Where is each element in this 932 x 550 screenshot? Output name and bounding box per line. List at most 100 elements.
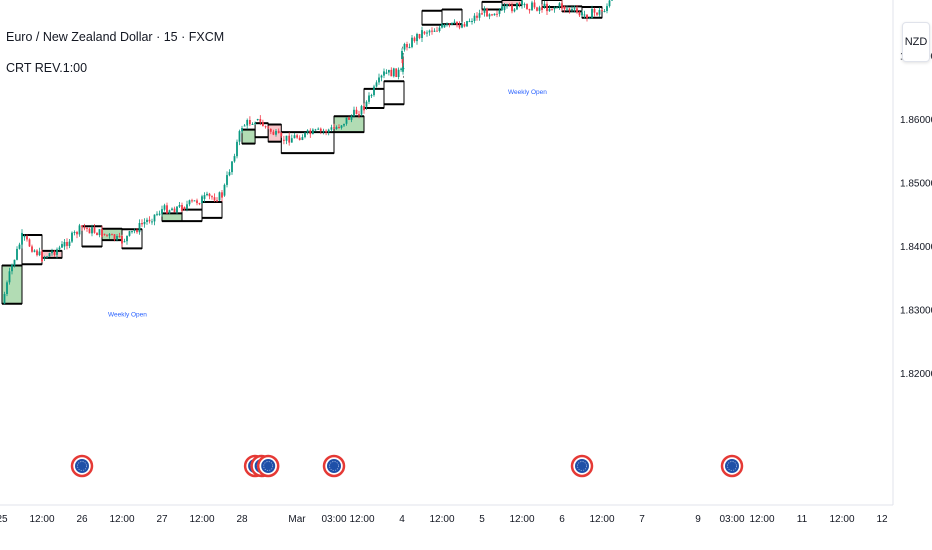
candle [108, 234, 111, 236]
crt-box[interactable] [201, 201, 223, 219]
crt-box[interactable] [421, 10, 443, 26]
crt-box[interactable] [181, 209, 203, 222]
time-tick-label: 12:00 [509, 514, 534, 525]
candle [390, 69, 393, 77]
candle [388, 69, 390, 73]
event-marker-core [575, 459, 589, 473]
crt-box[interactable] [241, 129, 256, 145]
candle [518, 3, 521, 5]
candle [408, 47, 411, 49]
candle [488, 14, 491, 17]
crt-box[interactable] [481, 1, 503, 10]
event-marker-core [725, 459, 739, 473]
candle [378, 77, 380, 83]
candle [553, 7, 556, 10]
candle [481, 13, 483, 15]
time-tick-label: 25 [0, 514, 8, 525]
candle [166, 205, 168, 214]
candle [433, 30, 436, 32]
candle [11, 264, 13, 272]
time-tick-label: Mar [288, 514, 306, 525]
candle [211, 196, 213, 198]
candle [126, 235, 128, 242]
candle [375, 82, 378, 87]
candle [171, 208, 173, 211]
candle [61, 244, 63, 248]
candle [26, 236, 28, 240]
candle [593, 9, 596, 13]
time-tick-label: 03:00 [321, 514, 346, 525]
candle [322, 130, 325, 132]
candle [571, 8, 573, 11]
candle [441, 24, 443, 28]
price-tick-label: 1.85000 [900, 179, 932, 190]
time-tick-label: 7 [639, 514, 645, 525]
candle [116, 236, 118, 240]
candle [314, 129, 317, 131]
candle [363, 106, 365, 111]
candle [325, 130, 327, 133]
currency-button[interactable]: NZD [902, 22, 930, 62]
candle [18, 244, 21, 249]
crt-box[interactable] [161, 212, 183, 222]
candle [395, 68, 398, 77]
candle [168, 210, 171, 214]
candle [453, 21, 456, 23]
candle [468, 21, 471, 23]
candle [201, 196, 203, 204]
candle [269, 129, 272, 132]
candle [383, 71, 385, 76]
candle [603, 11, 606, 12]
candle [293, 135, 296, 139]
candle [591, 9, 593, 19]
candle [531, 2, 533, 11]
candle [573, 8, 576, 10]
event-marker-dots [329, 461, 339, 471]
candle [551, 8, 553, 10]
candle [256, 119, 259, 120]
time-tick-label: 4 [399, 514, 405, 525]
event-marker-core [75, 459, 89, 473]
time-tick-label: 28 [236, 514, 248, 525]
candle [53, 251, 56, 255]
candle [506, 4, 508, 7]
candle [304, 132, 306, 138]
crt-box[interactable] [267, 124, 282, 143]
candle [335, 127, 338, 129]
candle [365, 101, 368, 107]
candle [601, 10, 603, 12]
candle [254, 122, 256, 124]
candle [103, 233, 106, 235]
candle [153, 214, 156, 222]
event-marker-dots [577, 461, 587, 471]
candle [246, 120, 249, 126]
candle [16, 248, 18, 260]
candle [348, 117, 350, 120]
candle [596, 12, 598, 15]
candle [3, 294, 6, 304]
candle [438, 27, 441, 31]
event-marker-dots [77, 461, 87, 471]
candle [598, 10, 601, 15]
time-tick-label: 12:00 [189, 514, 214, 525]
candle [283, 139, 285, 141]
crt-box[interactable] [441, 9, 463, 25]
crt-box[interactable] [383, 80, 405, 105]
candle [176, 206, 178, 213]
candle [218, 192, 221, 201]
candle [188, 200, 191, 205]
candle [56, 249, 58, 255]
candle [178, 205, 181, 207]
time-tick-label: 12:00 [29, 514, 54, 525]
crt-box[interactable] [254, 122, 269, 138]
candle [272, 131, 275, 135]
event-marker-core [261, 459, 276, 473]
candle [48, 253, 51, 257]
candle [521, 0, 523, 5]
candle [196, 200, 198, 204]
indicator-label[interactable]: CRT REV.1:00 [6, 61, 88, 75]
candle [327, 129, 330, 133]
candle [238, 131, 241, 142]
time-tick-label: 26 [76, 514, 88, 525]
